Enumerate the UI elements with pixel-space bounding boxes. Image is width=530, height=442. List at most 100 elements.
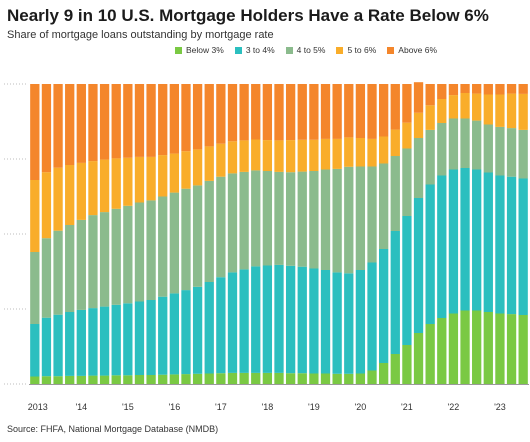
x-tick-label: '19 — [308, 402, 320, 412]
bar-segment — [204, 146, 214, 181]
bar-segment — [204, 282, 214, 374]
bar-segment — [309, 84, 319, 140]
bar-segment — [111, 158, 121, 209]
bar-segment — [413, 333, 424, 384]
bar-segment — [204, 84, 214, 147]
bar-segment — [88, 161, 98, 216]
bar-segment — [88, 215, 98, 309]
bar-segment — [413, 82, 424, 113]
bar-segment — [158, 296, 168, 375]
bar-segment — [216, 176, 226, 278]
bar-segment — [181, 290, 191, 375]
legend-item: 5 to 6% — [336, 45, 376, 55]
bar-segment — [390, 156, 400, 231]
x-tick-label: '23 — [494, 402, 506, 412]
bar-segment — [227, 272, 238, 373]
bar-segment — [344, 273, 354, 374]
bar-segment — [297, 266, 307, 374]
bar-segment — [192, 84, 203, 150]
bar-segment — [402, 148, 412, 216]
bar-segment — [367, 84, 377, 139]
bar-segment — [274, 372, 284, 384]
legend-item: Below 3% — [175, 45, 224, 55]
bar-segment — [285, 140, 296, 173]
bar-segment — [30, 252, 40, 324]
bar-segment — [472, 310, 482, 384]
bar-segment — [251, 372, 261, 384]
bar-segment — [30, 324, 40, 377]
bar-segment — [134, 202, 145, 302]
bar-segment — [123, 205, 133, 304]
bar-segment — [506, 128, 517, 177]
bar-segment — [146, 156, 156, 201]
bar-segment — [123, 157, 133, 206]
bar-segment — [99, 375, 110, 384]
bar-segment — [390, 354, 400, 384]
bar-segment — [437, 318, 447, 384]
legend-item: 3 to 4% — [234, 45, 275, 55]
bar-segment — [41, 317, 52, 377]
bar-segment — [65, 375, 75, 384]
bar-segment — [344, 373, 354, 384]
bar-segment — [390, 129, 400, 156]
bar-segment — [297, 171, 307, 267]
bar-segment — [76, 84, 86, 163]
bar-segment — [506, 93, 517, 129]
bar-segment — [134, 156, 145, 203]
bar-segment — [181, 374, 191, 384]
bar-segment — [495, 175, 505, 314]
bar-segment — [320, 270, 331, 374]
bar-segment — [472, 120, 482, 170]
bar-segment — [30, 376, 40, 384]
bar-segment — [355, 166, 366, 270]
bar-segment — [285, 373, 296, 384]
bar-segment — [413, 112, 424, 138]
bar-segment — [134, 84, 145, 157]
bar-segment — [146, 200, 156, 300]
bar-segment — [495, 313, 505, 384]
legend-item: Above 6% — [387, 45, 437, 55]
bar-segment — [158, 155, 168, 197]
bar-segment — [344, 137, 354, 167]
bar-segment — [483, 172, 493, 312]
bar-segment — [367, 166, 377, 263]
bar-segment — [297, 373, 307, 384]
bar-segment — [413, 138, 424, 198]
bar-segment — [227, 84, 238, 142]
bar-segment — [518, 84, 528, 94]
bar-segment — [274, 171, 284, 265]
bar-segment — [158, 374, 168, 384]
bar-segment — [332, 168, 342, 273]
bar-segment — [65, 165, 75, 225]
bar-segment — [355, 373, 366, 384]
bar-segment — [227, 372, 238, 384]
bar-segment — [390, 84, 400, 130]
bar-segment — [227, 141, 238, 174]
bar-segment — [239, 269, 249, 373]
bar-segment — [99, 306, 110, 376]
bar-segment — [379, 163, 389, 249]
bar-segment — [472, 93, 482, 121]
bar-segment — [425, 84, 435, 106]
bar-segment — [379, 249, 389, 363]
bar-segment — [448, 95, 459, 119]
bar-segment — [41, 172, 52, 239]
bar-segment — [297, 84, 307, 140]
bar-segment — [65, 312, 75, 376]
bar-segment — [448, 313, 459, 384]
bar-segment — [274, 84, 284, 141]
chart-subtitle: Share of mortgage loans outstanding by m… — [7, 29, 274, 41]
bar-segment — [99, 84, 110, 160]
legend-label: 4 to 5% — [296, 45, 326, 55]
bar-segment — [402, 84, 412, 123]
legend-label: 5 to 6% — [347, 45, 377, 55]
bar-segment — [251, 266, 261, 373]
bar-segment — [425, 129, 435, 185]
bar-segment — [506, 176, 517, 315]
bar-segment — [111, 375, 121, 384]
bar-segment — [239, 140, 249, 172]
bar-segment — [146, 375, 156, 384]
bar-segment — [413, 198, 424, 333]
bar-segment — [506, 84, 517, 94]
bar-segment — [169, 293, 179, 375]
